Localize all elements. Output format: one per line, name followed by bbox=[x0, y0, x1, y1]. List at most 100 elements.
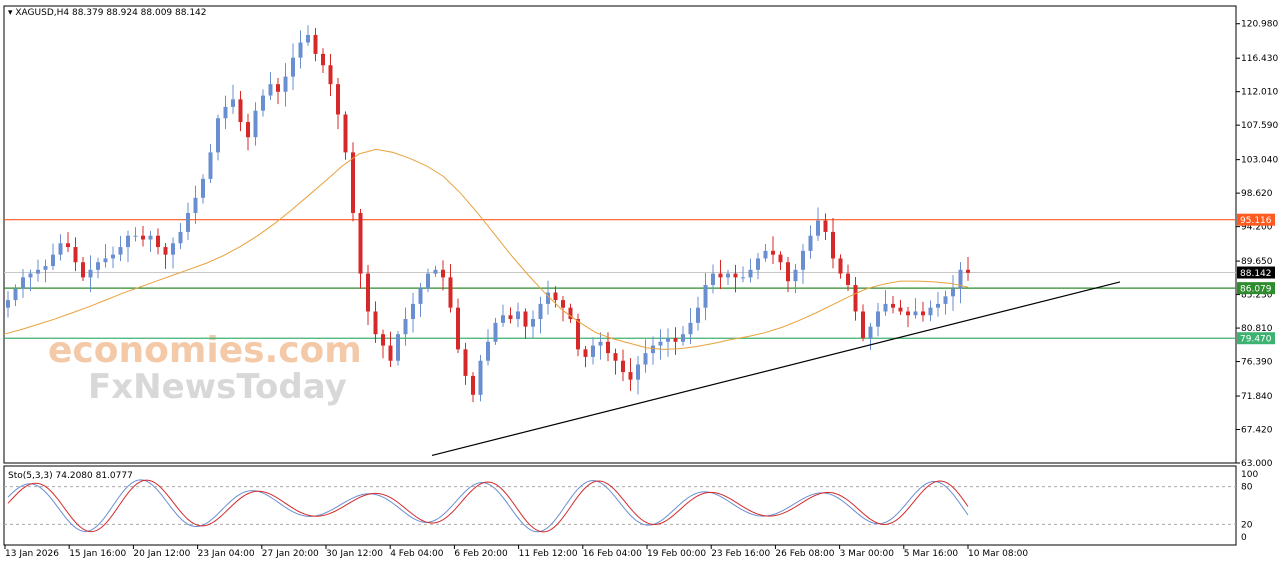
candle-body bbox=[898, 307, 903, 312]
candle-body bbox=[726, 273, 730, 278]
candle-body bbox=[118, 247, 123, 255]
y-tick-label: 89.650 bbox=[1241, 257, 1273, 267]
candle-body bbox=[936, 303, 940, 308]
candle-body bbox=[381, 334, 385, 346]
x-tick-label: 13 Jan 2026 bbox=[5, 549, 59, 559]
candle-body bbox=[658, 341, 663, 346]
candle-body bbox=[328, 65, 333, 85]
candle-body bbox=[516, 311, 520, 320]
candle-body bbox=[36, 269, 40, 274]
candle-body bbox=[426, 273, 430, 289]
y-tick-label: 85.230 bbox=[1241, 291, 1273, 301]
price-level-tag bbox=[1237, 266, 1275, 279]
candle-body bbox=[358, 212, 363, 274]
candle-body bbox=[501, 315, 505, 323]
price-level-label: 79.470 bbox=[1240, 335, 1272, 345]
candle-body bbox=[913, 311, 918, 316]
stochastic-tick-label: 80 bbox=[1241, 483, 1253, 493]
candle-body bbox=[28, 273, 33, 278]
candle-body bbox=[823, 220, 828, 232]
candle-body bbox=[628, 372, 633, 380]
candle-body bbox=[606, 341, 610, 354]
candle-body bbox=[733, 273, 738, 278]
candle-body bbox=[96, 262, 100, 270]
candle-body bbox=[808, 235, 813, 251]
candle-body bbox=[583, 349, 588, 357]
candle-body bbox=[546, 292, 550, 304]
candle-body bbox=[568, 307, 573, 320]
candle-body bbox=[133, 235, 138, 237]
candle-body bbox=[418, 288, 423, 304]
candle-body bbox=[21, 277, 25, 289]
price-level-tag bbox=[1237, 332, 1275, 345]
x-tick-label: 15 Jan 16:00 bbox=[69, 549, 126, 559]
candle-body bbox=[88, 269, 93, 278]
candle-body bbox=[493, 322, 498, 342]
candle-body bbox=[688, 322, 693, 335]
candle-body bbox=[193, 197, 198, 213]
watermark-fxnewstoday: FxNewsToday bbox=[88, 367, 347, 407]
candle-body bbox=[666, 337, 670, 342]
x-tick-label: 20 Jan 12:00 bbox=[133, 549, 190, 559]
candle-body bbox=[388, 345, 393, 361]
moving-average-line bbox=[3, 148, 969, 350]
candle-body bbox=[81, 262, 85, 278]
candle-body bbox=[283, 76, 288, 92]
candle-body bbox=[696, 307, 700, 323]
y-tick-label: 112.010 bbox=[1241, 88, 1278, 98]
price-level-tag bbox=[1237, 213, 1275, 226]
candle-body bbox=[816, 220, 820, 236]
candle-body bbox=[673, 337, 678, 342]
y-tick-label: 80.810 bbox=[1241, 324, 1273, 334]
candle-body bbox=[13, 288, 18, 301]
candle-body bbox=[261, 95, 265, 111]
stochastic-plot-frame bbox=[3, 465, 1237, 546]
candle-body bbox=[66, 243, 70, 248]
x-tick-label: 30 Jan 12:00 bbox=[326, 549, 383, 559]
candle-body bbox=[298, 42, 303, 58]
candle-body bbox=[73, 247, 78, 263]
candle-body bbox=[486, 341, 490, 361]
price-level-label: 95.116 bbox=[1240, 216, 1272, 226]
candle-body bbox=[216, 118, 220, 153]
price-level-label: 88.142 bbox=[1240, 269, 1272, 279]
candle-body bbox=[51, 254, 55, 267]
candle-body bbox=[103, 258, 108, 263]
candle-body bbox=[171, 243, 175, 255]
candle-body bbox=[576, 319, 580, 350]
candle-body bbox=[156, 235, 160, 248]
candle-body bbox=[891, 303, 895, 308]
candle-body bbox=[373, 311, 378, 335]
price-level-tag bbox=[1237, 282, 1275, 295]
candle-body bbox=[396, 334, 400, 361]
candle-body bbox=[643, 353, 648, 365]
candle-body bbox=[208, 152, 213, 179]
candle-body bbox=[801, 250, 805, 270]
x-tick-label: 3 Mar 00:00 bbox=[840, 549, 895, 559]
y-tick-label: 67.420 bbox=[1241, 426, 1273, 436]
candle-body bbox=[523, 311, 528, 327]
y-tick-label: 116.430 bbox=[1241, 54, 1278, 64]
candle-body bbox=[951, 288, 955, 297]
candle-body bbox=[351, 152, 355, 213]
candle-body bbox=[538, 303, 543, 320]
candle-body bbox=[313, 34, 318, 54]
candle-body bbox=[598, 341, 603, 346]
candle-body bbox=[906, 311, 910, 316]
candle-body bbox=[861, 311, 865, 338]
candle-body bbox=[246, 122, 250, 138]
y-tick-label: 94.200 bbox=[1241, 223, 1273, 233]
candle-body bbox=[148, 235, 153, 240]
candle-body bbox=[43, 266, 48, 270]
x-tick-label: 23 Feb 16:00 bbox=[711, 549, 770, 559]
candle-body bbox=[741, 277, 745, 279]
candle-body bbox=[456, 307, 460, 350]
x-tick-label: 4 Feb 04:00 bbox=[390, 549, 444, 559]
candle-body bbox=[478, 360, 483, 395]
candle-body bbox=[621, 360, 625, 373]
candle-body bbox=[336, 84, 340, 115]
candle-body bbox=[771, 250, 775, 255]
candle-body bbox=[238, 99, 243, 123]
candle-body bbox=[111, 254, 115, 259]
